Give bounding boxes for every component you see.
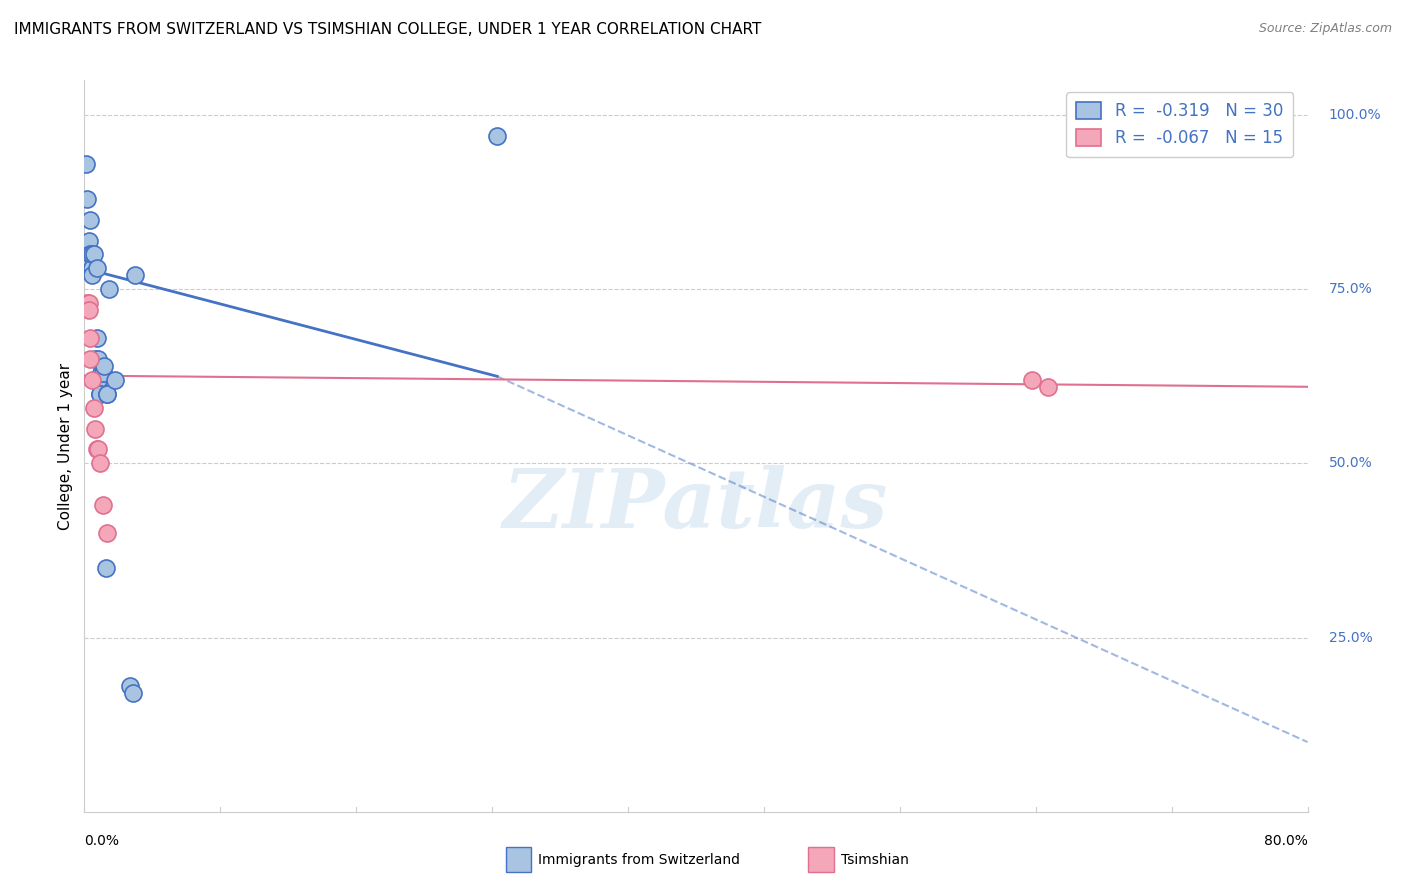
Point — [90, 366, 112, 380]
Y-axis label: College, Under 1 year: College, Under 1 year — [58, 362, 73, 530]
Point — [79, 247, 101, 261]
Text: 75.0%: 75.0% — [1329, 282, 1372, 296]
Point — [75, 157, 97, 171]
Point — [76, 296, 98, 310]
Text: ZIPatlas: ZIPatlas — [503, 465, 889, 544]
Point — [84, 421, 107, 435]
Point — [80, 261, 103, 276]
Point — [89, 386, 111, 401]
Point — [87, 351, 110, 366]
Point — [87, 442, 110, 457]
Point — [87, 373, 110, 387]
Text: 100.0%: 100.0% — [1329, 108, 1381, 122]
Point — [79, 351, 101, 366]
Point — [80, 373, 103, 387]
Point — [96, 386, 118, 401]
Text: IMMIGRANTS FROM SWITZERLAND VS TSIMSHIAN COLLEGE, UNDER 1 YEAR CORRELATION CHART: IMMIGRANTS FROM SWITZERLAND VS TSIMSHIAN… — [14, 22, 762, 37]
Point — [89, 386, 111, 401]
Point — [96, 386, 118, 401]
Point — [104, 373, 127, 387]
Point — [120, 679, 142, 693]
Point — [86, 261, 108, 276]
Point — [77, 234, 100, 248]
Point — [77, 296, 100, 310]
Point — [80, 261, 103, 276]
Point — [94, 561, 117, 575]
Point — [93, 359, 115, 373]
Point — [80, 268, 103, 283]
Point — [1036, 380, 1059, 394]
Text: 80.0%: 80.0% — [1264, 834, 1308, 848]
Text: Source: ZipAtlas.com: Source: ZipAtlas.com — [1258, 22, 1392, 36]
Point — [91, 366, 114, 380]
Point — [86, 442, 108, 457]
Point — [79, 212, 101, 227]
Text: Tsimshian: Tsimshian — [841, 853, 908, 867]
Point — [122, 686, 145, 700]
Text: 50.0%: 50.0% — [1329, 457, 1372, 470]
Legend: R =  -0.319   N = 30, R =  -0.067   N = 15: R = -0.319 N = 30, R = -0.067 N = 15 — [1066, 92, 1294, 157]
Point — [83, 401, 105, 415]
Point — [97, 282, 120, 296]
Point — [486, 128, 509, 143]
Point — [84, 351, 107, 366]
Point — [89, 457, 111, 471]
Point — [1021, 373, 1043, 387]
Point — [83, 247, 105, 261]
Point — [96, 526, 118, 541]
Point — [91, 498, 114, 512]
Point — [80, 247, 103, 261]
Text: Immigrants from Switzerland: Immigrants from Switzerland — [538, 853, 741, 867]
Text: 0.0%: 0.0% — [84, 834, 120, 848]
Point — [87, 373, 110, 387]
Point — [77, 303, 100, 318]
Point — [86, 331, 108, 345]
Text: 25.0%: 25.0% — [1329, 631, 1372, 645]
Point — [124, 268, 146, 283]
Point — [79, 331, 101, 345]
Point — [76, 192, 98, 206]
